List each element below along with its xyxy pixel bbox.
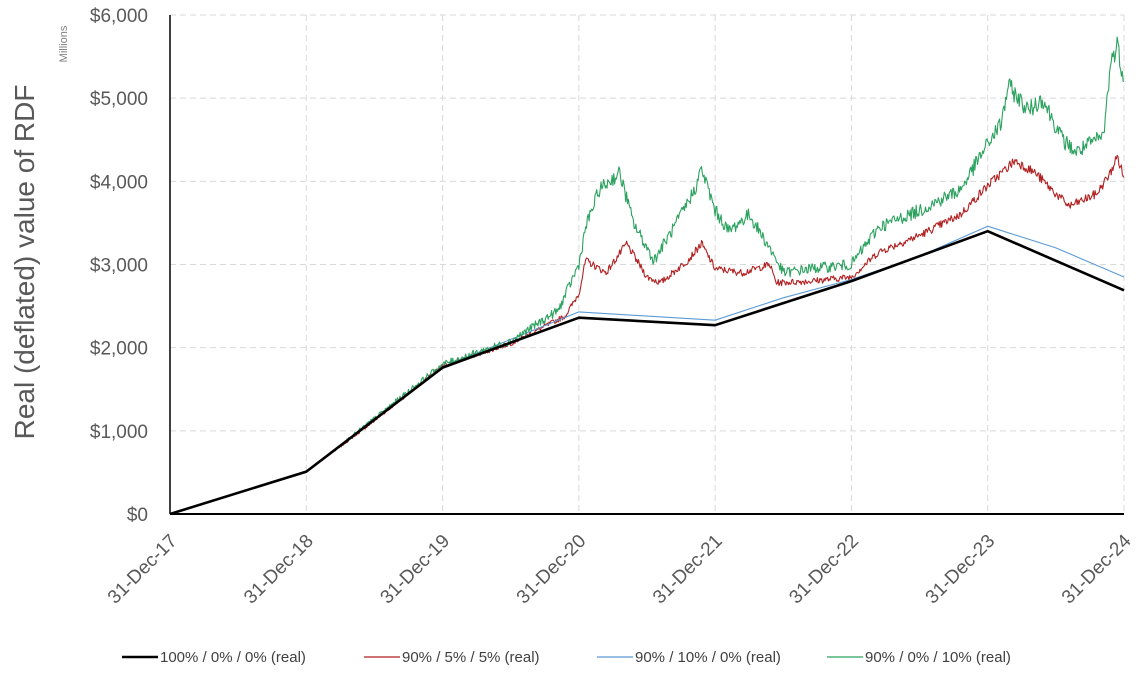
legend-label: 100% / 0% / 0% (real) xyxy=(160,649,306,666)
y-tick-label: $6,000 xyxy=(90,6,148,27)
legend: 100% / 0% / 0% (real) 90% / 5% / 5% (real… xyxy=(122,649,1011,666)
tick-labels: $0 $1,000 $2,000 $3,000 $4,000 $5,000 $6,000 31… xyxy=(90,6,1136,608)
y-tick-label: $5,000 xyxy=(90,89,148,110)
x-tick-label: 31-Dec-21 xyxy=(649,531,727,609)
series-lines xyxy=(169,36,1125,516)
legend-label: 90% / 5% / 5% (real) xyxy=(402,649,540,666)
legend-label: 90% / 10% / 0% (real) xyxy=(635,649,781,666)
y-tick-label: $2,000 xyxy=(90,339,148,360)
y-axis-title: Real (deflated) value of RDF xyxy=(9,85,40,440)
y-tick-label: $1,000 xyxy=(90,422,148,443)
axes xyxy=(169,15,1124,515)
x-tick-label: 31-Dec-23 xyxy=(922,531,1000,609)
y-tick-label: $4,000 xyxy=(90,172,148,193)
x-tick-label: 31-Dec-24 xyxy=(1058,530,1136,608)
legend-label: 90% / 0% / 10% (real) xyxy=(865,649,1011,666)
x-tick-label: 31-Dec-18 xyxy=(240,531,318,609)
x-tick-label: 31-Dec-22 xyxy=(785,531,863,609)
x-tick-label: 31-Dec-19 xyxy=(377,531,455,609)
x-tick-label: 31-Dec-17 xyxy=(104,531,182,609)
x-tick-label: 31-Dec-20 xyxy=(513,531,591,609)
series-line-1 xyxy=(169,229,1125,516)
y-tick-label: $0 xyxy=(127,505,148,526)
y-tick-label: $3,000 xyxy=(90,256,148,277)
y-units-label: Millions xyxy=(58,25,70,62)
series-line-3 xyxy=(169,225,1125,515)
gridlines xyxy=(170,14,1125,514)
series-line-2 xyxy=(169,154,1125,515)
